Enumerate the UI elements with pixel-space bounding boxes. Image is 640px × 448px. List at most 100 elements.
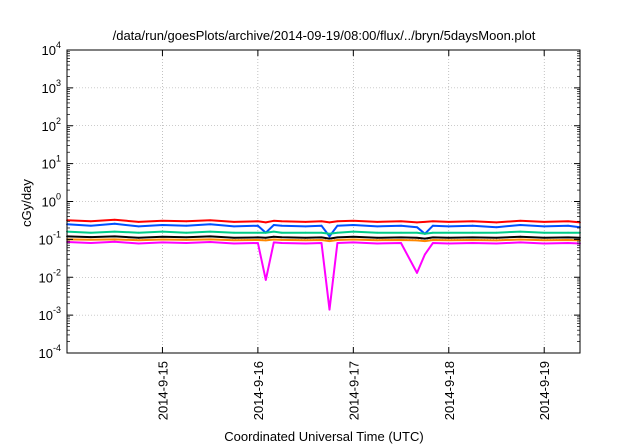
data-point [400,236,402,239]
data-point [471,224,474,227]
data-point [272,238,275,241]
x-axis-label: Coordinated Universal Time (UTC) [224,429,423,444]
data-point [209,238,212,241]
x-tick-label: 2014-9-18 [442,361,457,420]
data-point [256,236,259,239]
data-point [431,231,434,234]
data-point [328,237,331,240]
data-point [495,226,498,229]
data-point [519,241,522,244]
data-point [320,224,323,227]
data-point [185,231,188,234]
data-point [471,231,474,234]
data-point [113,235,116,238]
data-point [567,224,569,227]
data-point [447,220,450,223]
data-point [400,231,402,234]
data-point [233,220,235,223]
y-axis-label: cGy/day [19,179,34,227]
data-point [376,239,379,242]
data-point [137,239,140,242]
data-point [185,238,188,241]
data-point [336,224,339,227]
data-point [447,231,450,234]
data-point [495,221,498,224]
data-point [89,238,92,241]
data-point [471,242,474,244]
data-point [264,279,267,281]
data-point [543,231,546,234]
data-point [233,242,235,245]
data-point [519,230,522,233]
data-point [416,226,418,229]
data-point [137,236,140,239]
data-point [416,272,418,274]
data-point [471,239,474,241]
data-point [471,220,474,223]
data-point [352,230,355,233]
data-point [161,224,164,226]
y-tick-label: 103 [42,78,61,96]
data-point [328,235,331,238]
series-line-1 [66,222,581,238]
data-point [416,236,418,239]
data-point [233,225,235,228]
data-point [495,242,498,245]
data-point [320,239,323,241]
y-tick-label: 10-2 [39,267,61,285]
y-tick-label: 10-1 [39,229,61,247]
data-point [233,231,235,234]
data-point [280,220,283,223]
data-point [233,239,235,242]
data-point [431,242,434,244]
data-point [447,242,450,245]
data-point [209,241,212,243]
data-point [447,225,450,228]
data-point [280,236,283,239]
data-point [336,220,339,223]
data-point [304,239,307,242]
data-point [320,242,323,244]
data-point [256,239,259,241]
data-point [376,225,379,228]
y-tick-label: 102 [42,116,61,134]
data-point [336,242,339,244]
grid [67,50,580,353]
data-point [328,308,331,311]
series-line-3 [66,235,581,240]
data-point [352,241,355,244]
data-point [567,236,569,239]
data-point [185,242,188,244]
data-point [264,231,267,234]
x-tick-label: 2014-9-19 [537,361,552,420]
data-point [352,238,355,241]
data-point [424,240,426,243]
data-point [264,236,267,239]
data-point [543,220,546,223]
data-point [352,219,355,222]
data-point [495,236,498,239]
series-line-0 [66,218,581,224]
data-point [431,236,434,239]
data-point [113,240,116,243]
data-point [304,231,307,234]
data-point [272,230,275,233]
data-point [280,238,283,241]
data-point [272,219,275,222]
data-point [431,239,434,241]
data-point [209,223,212,226]
data-point [519,219,522,222]
data-point [495,231,498,234]
y-tick-label: 10-3 [39,305,61,323]
data-point [376,220,379,223]
data-point [113,218,116,221]
data-point [447,236,450,239]
data-point [161,230,164,233]
data-point [113,222,116,225]
data-point [209,230,212,233]
data-point [567,231,569,234]
data-point [89,220,92,223]
data-point [336,239,339,241]
data-point [185,236,188,239]
data-point [328,240,331,243]
